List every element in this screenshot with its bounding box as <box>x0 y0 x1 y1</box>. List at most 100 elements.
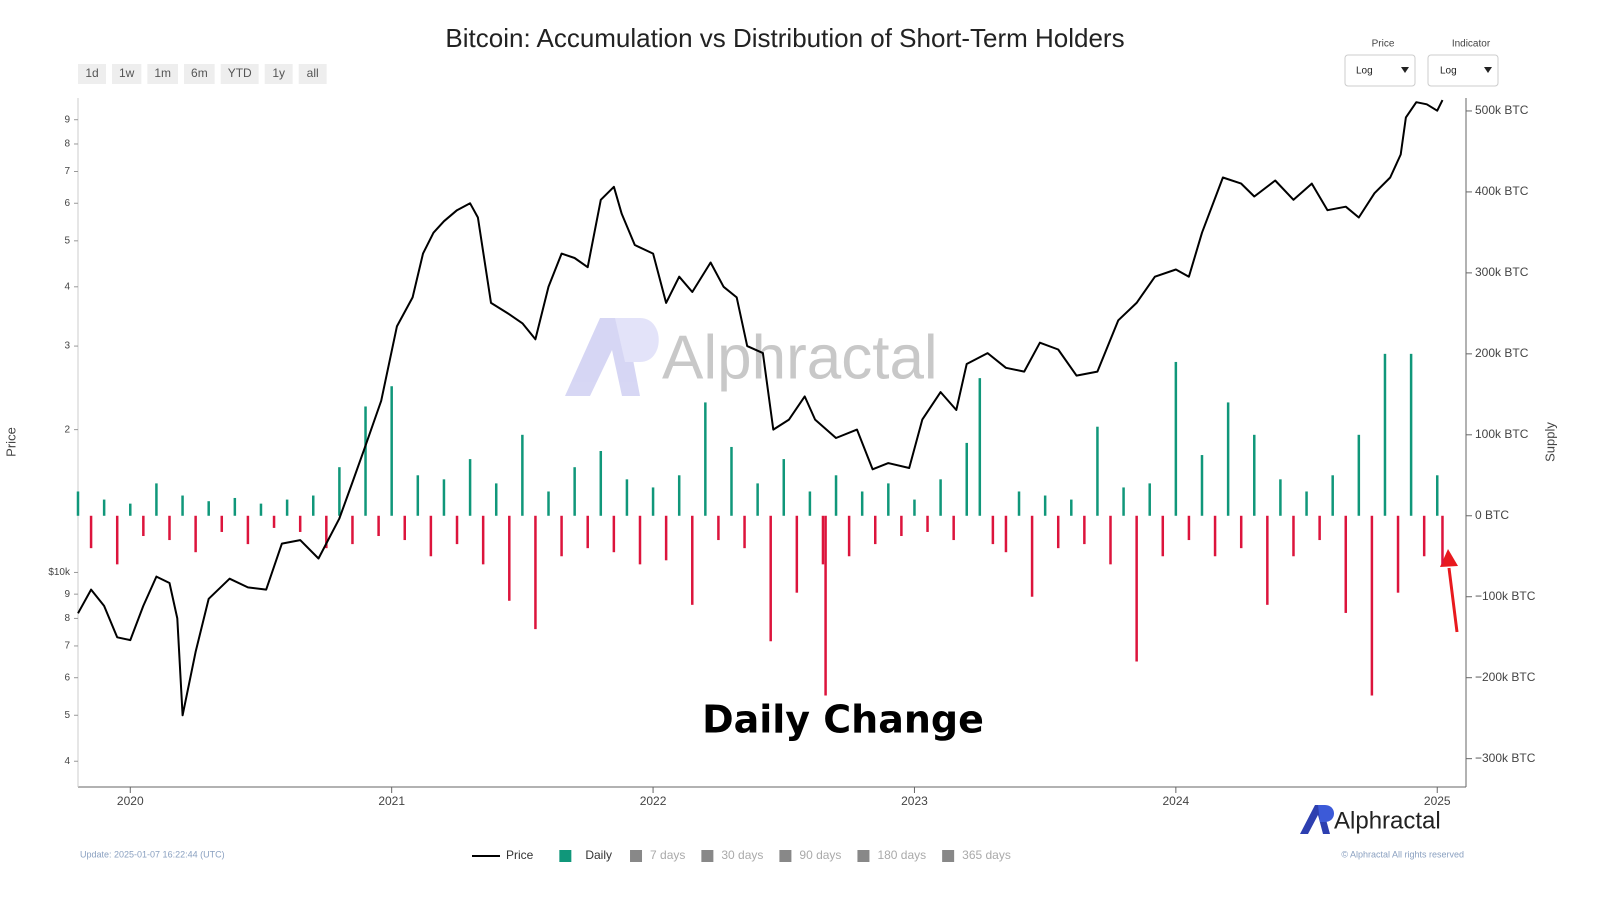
bar <box>677 475 681 516</box>
bar <box>1122 487 1125 516</box>
range-bg <box>184 64 215 84</box>
legend-item[interactable]: 7 days <box>630 848 685 862</box>
price-line <box>77 99 1444 717</box>
footer-logo-mark <box>1300 805 1334 834</box>
bar <box>102 499 106 516</box>
bar <box>1030 515 1034 597</box>
bar <box>1043 495 1047 516</box>
legend-label: 90 days <box>799 848 841 862</box>
bar <box>821 515 825 565</box>
bar <box>89 515 93 549</box>
bar <box>1109 515 1112 565</box>
y-tick-label: 3 <box>64 341 70 352</box>
bar <box>312 495 315 516</box>
bar <box>1148 483 1151 516</box>
bar <box>181 495 184 516</box>
bar <box>351 515 354 545</box>
bar <box>1266 515 1269 605</box>
range-button[interactable]: 6m <box>184 64 215 84</box>
bar <box>691 515 694 605</box>
bar <box>207 501 210 516</box>
range-label: 1m <box>154 66 171 80</box>
bar <box>1213 515 1217 557</box>
bar <box>1422 515 1426 557</box>
legend-item[interactable]: 365 days <box>942 848 1011 862</box>
y-tick-label: 8 <box>64 613 70 624</box>
bar <box>824 515 827 696</box>
bar <box>782 459 786 516</box>
legend-item[interactable]: Price <box>472 848 534 862</box>
legend-item[interactable]: 30 days <box>701 848 763 862</box>
bar <box>1083 515 1086 545</box>
bar <box>939 479 942 516</box>
legend-item[interactable]: 180 days <box>857 848 926 862</box>
watermark: Alphractal <box>662 323 938 392</box>
y-axis-label: Price <box>3 427 18 457</box>
legend-label: Daily <box>585 848 612 862</box>
y-tick-label: $10k <box>48 567 71 578</box>
bar <box>494 483 498 516</box>
bar <box>115 515 119 565</box>
bar <box>1441 515 1444 565</box>
legend-label: 7 days <box>650 848 685 862</box>
bar <box>468 459 472 516</box>
bar <box>599 451 603 516</box>
footer-logo: Alphractal <box>1334 807 1441 834</box>
update-time: Update: 2025-01-07 16:22:44 (UTC) <box>80 849 225 859</box>
bar <box>965 442 968 516</box>
bar <box>1344 515 1348 613</box>
range-bg <box>298 64 327 84</box>
range-button[interactable]: 1m <box>147 64 179 84</box>
bar <box>194 515 197 553</box>
x-tick-label: 2021 <box>378 794 405 808</box>
bar <box>508 515 511 601</box>
range-button[interactable]: all <box>298 64 327 84</box>
bar <box>717 515 720 541</box>
bar <box>442 479 446 516</box>
legend-item[interactable]: Daily <box>559 848 612 862</box>
legend-swatch <box>942 850 955 862</box>
y-tick-label: 7 <box>64 641 70 652</box>
arrow <box>1440 549 1459 633</box>
legend-label: 180 days <box>877 848 926 862</box>
legend-swatch <box>630 850 643 862</box>
bar <box>416 475 420 516</box>
y2-axis-label: Supply <box>1542 422 1557 462</box>
bar <box>795 515 799 593</box>
rights: © Alphractal All rights reserved <box>1341 849 1464 859</box>
range-label: 1y <box>272 66 285 80</box>
bar <box>1318 515 1321 541</box>
bar <box>547 491 550 516</box>
range-label: 1w <box>119 66 135 80</box>
dropdown[interactable]: Log <box>1427 54 1499 87</box>
bar <box>664 515 668 561</box>
y2-tick-label: −300k BTC <box>1475 751 1536 765</box>
range-button[interactable]: 1y <box>264 64 293 84</box>
bar <box>377 515 380 537</box>
bar <box>1017 491 1021 516</box>
watermark-logo <box>565 318 659 396</box>
bar <box>874 515 877 545</box>
bar <box>534 515 537 630</box>
x-tick-label: 2022 <box>640 794 667 808</box>
dropdown-value: Log <box>1440 66 1457 77</box>
legend-label: 365 days <box>962 848 1011 862</box>
bar <box>1161 515 1165 557</box>
range-button[interactable]: YTD <box>220 64 259 84</box>
range-label: 6m <box>191 66 208 80</box>
dropdown[interactable]: Log <box>1344 54 1416 87</box>
bar <box>429 515 433 557</box>
bar <box>730 446 733 516</box>
y2-tick-label: 100k BTC <box>1475 427 1529 441</box>
bar <box>298 515 302 532</box>
range-button[interactable]: 1d <box>78 64 106 84</box>
bar <box>455 515 459 545</box>
bar <box>272 515 276 528</box>
range-label: YTD <box>228 66 252 80</box>
bar <box>1070 499 1073 516</box>
range-button[interactable]: 1w <box>112 64 142 84</box>
bar <box>1226 402 1230 516</box>
range-bg <box>264 64 293 84</box>
legend-item[interactable]: 90 days <box>779 848 841 862</box>
